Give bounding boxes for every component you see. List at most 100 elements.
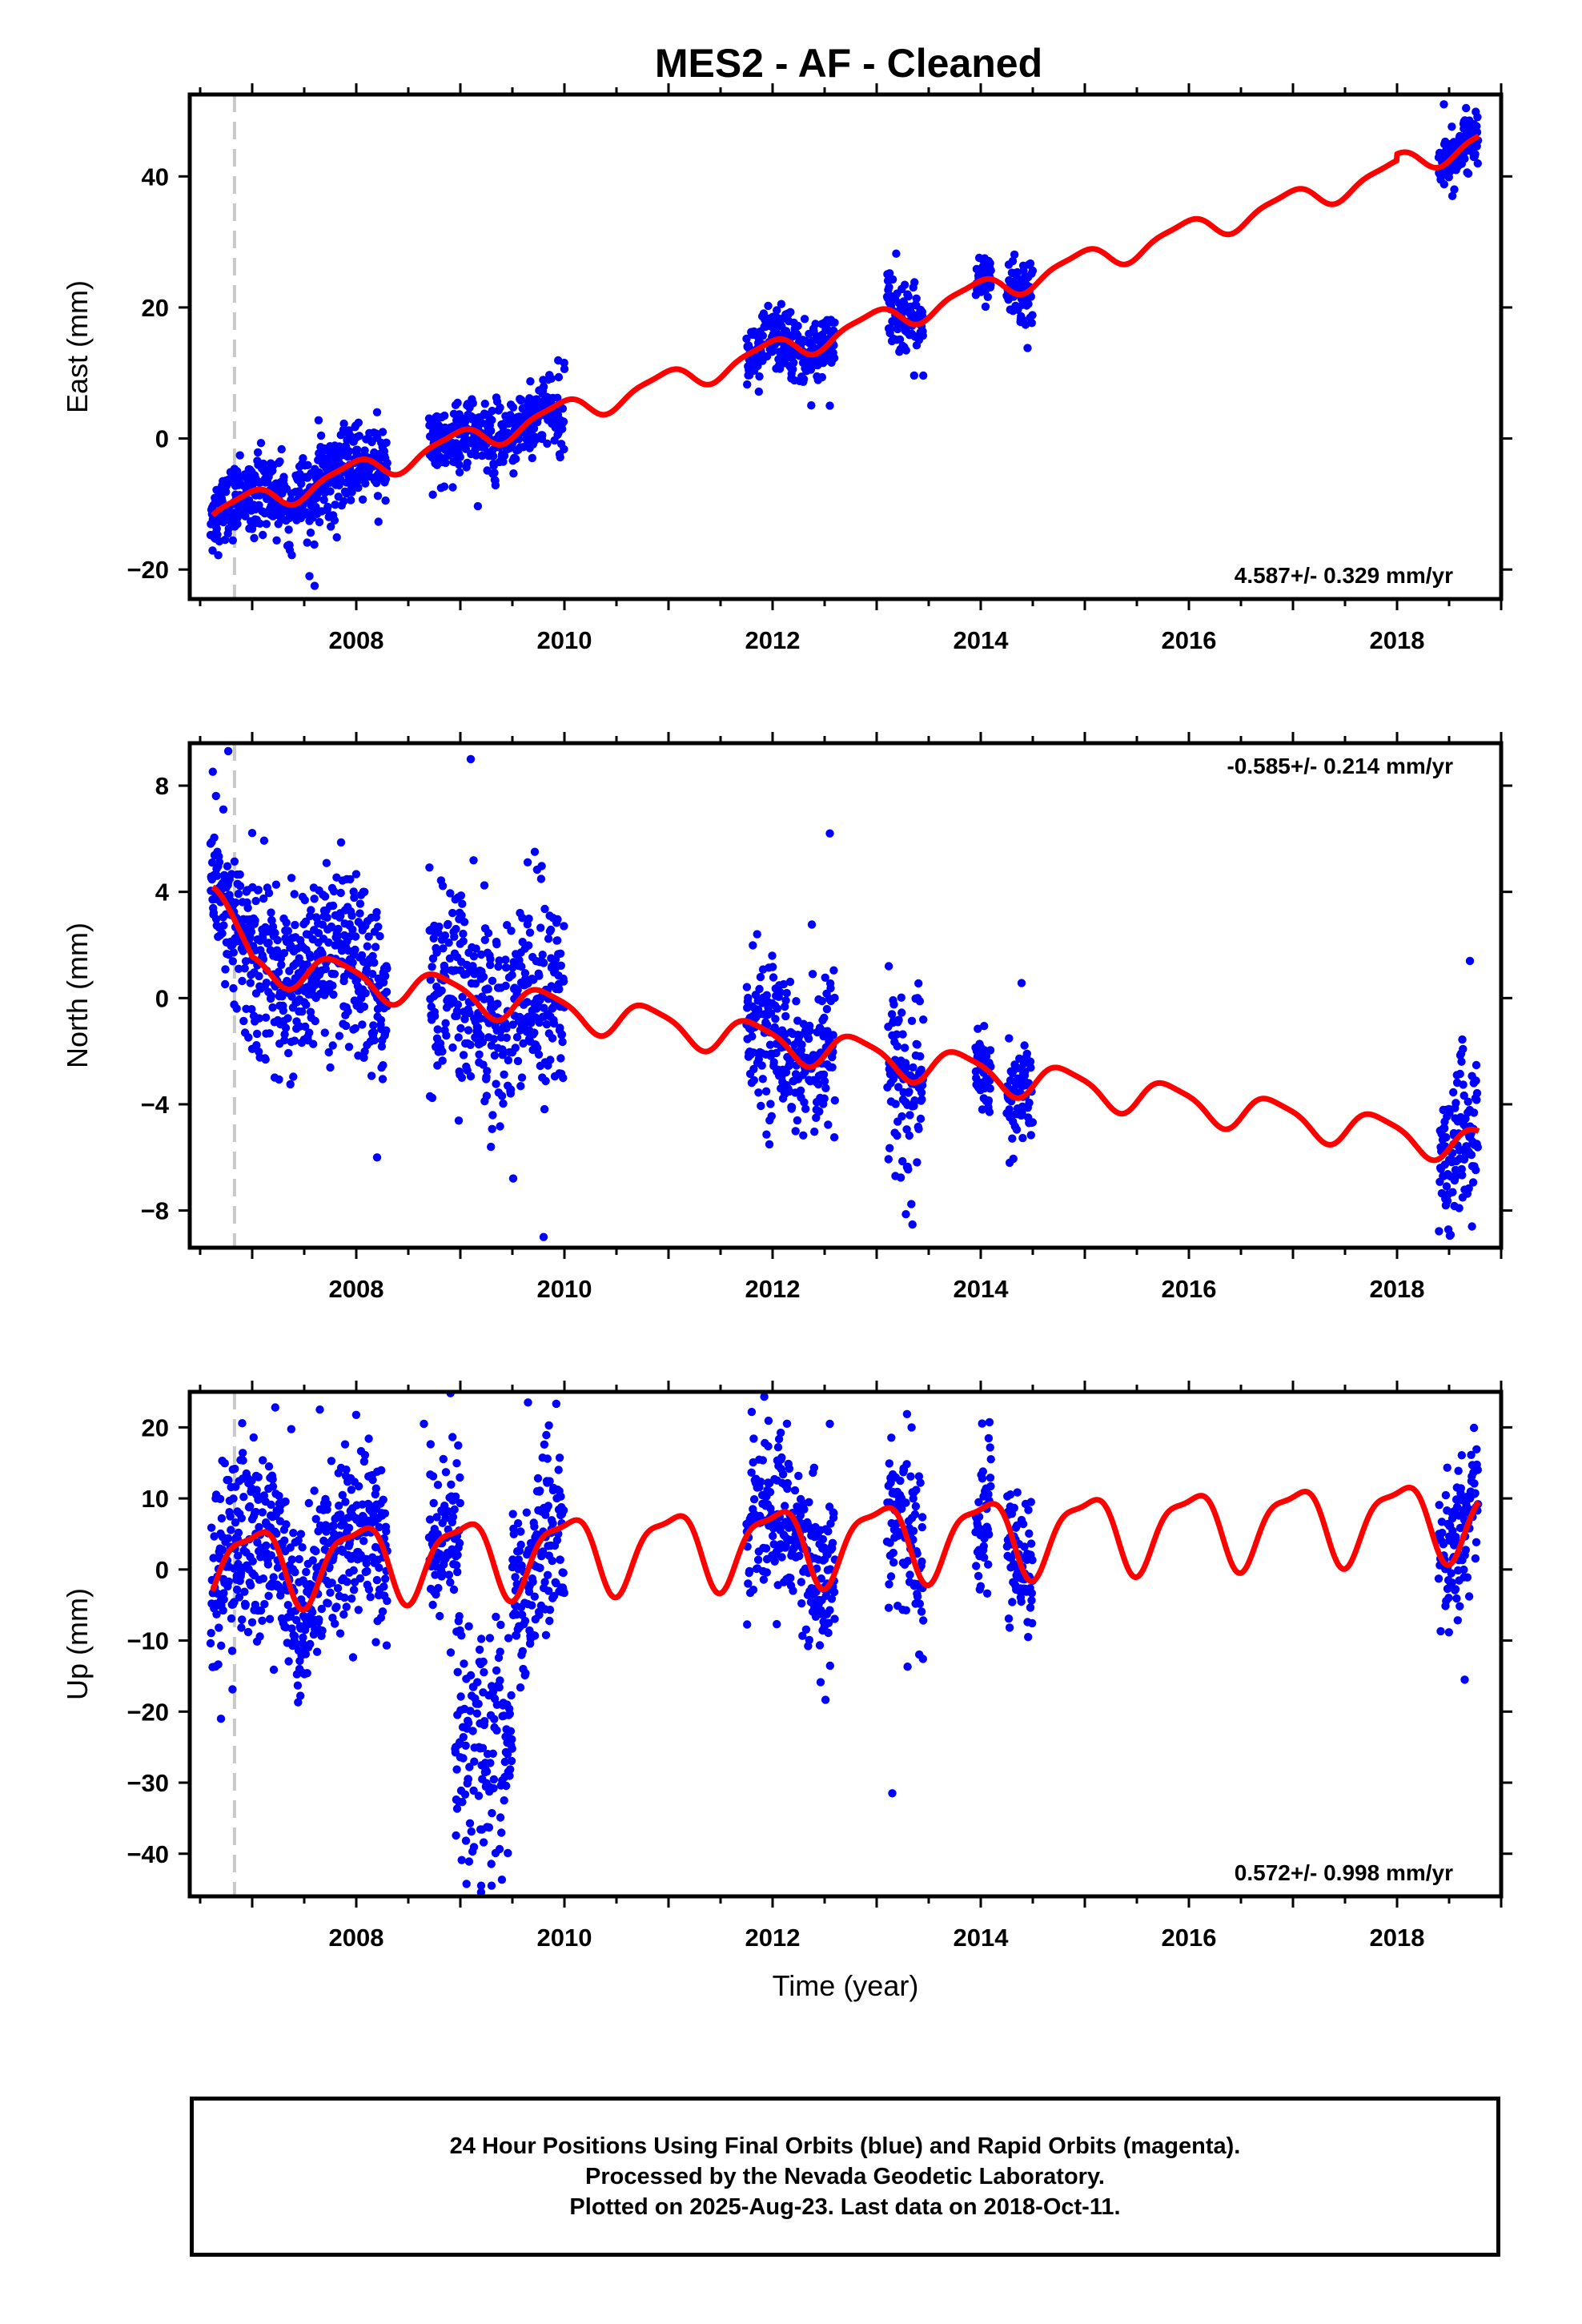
data-point: [781, 1502, 789, 1510]
data-point: [556, 1555, 564, 1565]
data-point: [466, 754, 476, 764]
data-point: [917, 1065, 926, 1075]
data-point: [1010, 1503, 1019, 1513]
data-point: [758, 1456, 767, 1465]
data-point: [371, 1638, 380, 1647]
data-point: [291, 920, 299, 930]
data-point: [280, 1035, 289, 1045]
data-point: [1472, 1538, 1481, 1547]
data-point: [369, 1021, 378, 1030]
data-point: [444, 1507, 452, 1516]
data-point: [556, 1023, 564, 1032]
data-point: [769, 1058, 778, 1067]
data-point: [898, 1030, 907, 1039]
data-point: [742, 983, 752, 991]
data-point: [777, 1428, 785, 1437]
data-point: [370, 958, 379, 967]
data-point: [235, 451, 244, 460]
data-point: [1027, 1596, 1036, 1605]
data-point: [753, 1555, 763, 1565]
data-point: [311, 1016, 319, 1026]
data-point: [497, 1828, 506, 1837]
data-point: [281, 1497, 290, 1506]
data-point: [1473, 1143, 1483, 1152]
data-point: [426, 975, 435, 984]
data-point: [234, 1528, 243, 1538]
data-point: [1026, 1603, 1035, 1612]
data-point: [219, 921, 228, 930]
data-point: [916, 1478, 925, 1487]
data-point: [259, 1456, 267, 1465]
data-point: [749, 1495, 759, 1504]
data-point: [311, 1514, 320, 1524]
data-point: [791, 1127, 800, 1136]
data-point: [1446, 1230, 1456, 1240]
data-point: [487, 1041, 496, 1050]
data-point: [545, 1477, 554, 1486]
data-point: [830, 1096, 840, 1105]
data-point: [342, 1466, 351, 1474]
data-point: [556, 949, 565, 959]
data-point: [530, 1522, 539, 1531]
data-point: [310, 1486, 319, 1495]
data-point: [440, 931, 450, 940]
data-point: [239, 1449, 247, 1458]
data-point: [284, 525, 293, 534]
data-point: [889, 1558, 898, 1567]
data-point: [1024, 300, 1033, 308]
data-point: [348, 925, 357, 935]
data-point: [359, 1537, 368, 1546]
up-y-tick-label: −40: [126, 1840, 169, 1868]
data-point: [448, 483, 457, 492]
data-point: [221, 979, 230, 989]
data-point: [223, 862, 232, 870]
data-point: [986, 1455, 995, 1464]
data-point: [315, 1405, 324, 1414]
data-point: [516, 1527, 525, 1536]
data-point: [217, 1514, 227, 1523]
data-point: [821, 973, 829, 983]
data-point: [272, 1529, 281, 1538]
data-point: [475, 1050, 484, 1059]
data-point: [212, 1610, 221, 1619]
data-point: [1018, 1108, 1026, 1118]
data-point: [459, 929, 468, 939]
data-point: [230, 857, 239, 866]
data-point: [469, 1843, 479, 1852]
data-point: [310, 895, 319, 903]
data-point: [1464, 169, 1473, 178]
data-point: [773, 1004, 782, 1013]
data-point: [363, 1566, 371, 1576]
data-point: [273, 1563, 283, 1572]
data-point: [1472, 1088, 1482, 1098]
data-point: [447, 1480, 456, 1490]
data-point: [480, 881, 489, 890]
data-point: [326, 487, 335, 496]
data-point: [795, 1551, 804, 1561]
data-point: [913, 1040, 921, 1049]
data-point: [382, 438, 391, 447]
data-point: [560, 444, 568, 454]
data-point: [360, 1450, 370, 1460]
data-point: [907, 1423, 916, 1432]
data-point: [506, 1727, 516, 1735]
data-point: [496, 403, 504, 412]
data-point: [224, 1577, 233, 1586]
data-point: [315, 1615, 323, 1624]
data-point: [1472, 1076, 1480, 1085]
data-point: [986, 266, 995, 275]
data-point: [326, 1588, 335, 1598]
data-point: [354, 1482, 363, 1491]
data-point: [456, 1023, 465, 1033]
data-point: [487, 1142, 496, 1152]
data-point: [552, 1536, 562, 1545]
data-point: [364, 932, 373, 941]
data-point: [517, 962, 526, 971]
data-point: [287, 1555, 296, 1564]
data-point: [764, 301, 773, 311]
data-point: [488, 1808, 496, 1818]
data-point: [506, 1085, 516, 1094]
data-point: [235, 1593, 244, 1602]
data-point: [535, 1610, 544, 1619]
data-point: [256, 1606, 266, 1615]
